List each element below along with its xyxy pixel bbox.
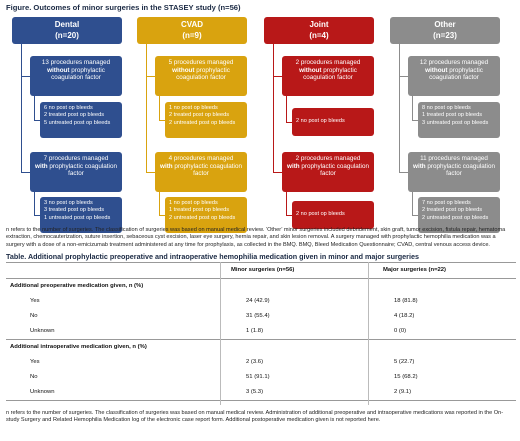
column-other: Other (n=23) 12 procedures managed without … — [390, 17, 502, 233]
bleed-details-with: 7 no post op bleeds 2 treated post op ble… — [418, 197, 500, 233]
column-dental: Dental (n=20) 13 procedures managed without… — [12, 17, 124, 233]
table-row: No 51 (91.1) 15 (68.2) — [30, 374, 418, 380]
column-joint: Joint (n=4) 2 procedures managed without pr… — [264, 17, 376, 229]
connector-line — [286, 122, 292, 124]
table-row: Unknown 1 (1.8) 0 (0) — [30, 328, 407, 334]
category-count: (n=4) — [309, 31, 329, 40]
bleed-details-without: 6 no post op bleeds 2 treated post op ble… — [40, 102, 122, 138]
category-name: Dental — [54, 20, 80, 29]
connector-line — [412, 215, 418, 217]
col-header-minor: Minor surgeries (n=56) — [231, 267, 295, 273]
connector-line — [412, 192, 414, 215]
table-divider — [368, 262, 369, 405]
category-name: CVAD — [180, 20, 204, 29]
bleed-details-without: 1 no post op bleeds 2 treated post op ble… — [165, 102, 247, 138]
category-header: Dental (n=20) — [12, 17, 122, 44]
category-count: (n=20) — [55, 31, 79, 40]
connector-line — [146, 172, 155, 174]
bleed-outcome: 2 treated post op bleeds — [422, 207, 483, 214]
connector-line — [34, 192, 36, 215]
bleed-details-with: 1 no post op bleeds 1 treated post op ble… — [165, 197, 247, 233]
connector-line — [273, 76, 282, 78]
connector-line — [34, 215, 40, 217]
connector-line — [159, 96, 161, 120]
procedures-without-box: 5 procedures managed without prophylactic… — [155, 56, 247, 96]
table-divider — [220, 262, 221, 405]
connector-line — [159, 192, 161, 215]
bleed-outcome: 2 untreated post op bleeds — [422, 214, 489, 221]
bleed-outcome: 3 treated post op bleeds — [44, 207, 105, 214]
figure-title: Figure. Outcomes of minor surgeries in t… — [6, 3, 241, 12]
procedures-with-box: 4 procedures managed with prophylactic co… — [155, 152, 247, 192]
connector-line — [21, 44, 23, 172]
category-count: (n=9) — [182, 31, 202, 40]
connector-line — [34, 120, 40, 122]
category-name: Joint — [309, 20, 329, 29]
bleed-details-with: 3 no post op bleeds 3 treated post op ble… — [40, 197, 122, 233]
bleed-outcome: 3 no post op bleeds — [44, 200, 93, 206]
connector-line — [146, 44, 148, 172]
bleed-outcome: 7 no post op bleeds — [422, 200, 471, 206]
bleed-outcome: 3 untreated post op bleeds — [422, 119, 489, 126]
category-header: Other (n=23) — [390, 17, 500, 44]
bleed-outcome: 2 treated post op bleeds — [169, 112, 230, 119]
table-title: Table. Additional prophylactic preoperat… — [6, 252, 419, 261]
procedures-with-box: 2 procedures managed with prophylactic co… — [282, 152, 374, 192]
procedures-with-box: 11 procedures managed with prophylactic c… — [408, 152, 500, 192]
procedures-without-box: 2 procedures managed without prophylactic… — [282, 56, 374, 96]
table-header-row: Minor surgeries (n=56) Major surgeries (… — [6, 263, 516, 279]
bleed-outcome: 8 no post op bleeds — [422, 105, 471, 111]
bleed-outcome: 1 no post op bleeds — [169, 105, 218, 111]
bleed-details-without: 2 no post op bleeds — [292, 108, 374, 136]
column-cvad: CVAD (n=9) 5 procedures managed without pro… — [137, 17, 249, 233]
procedures-without-box: 12 procedures managed without prophylacti… — [408, 56, 500, 96]
connector-line — [286, 192, 288, 215]
connector-line — [273, 44, 275, 172]
bleed-outcome: 1 treated post op bleeds — [169, 207, 230, 214]
table-row: Yes 2 (3.6) 5 (22.7) — [30, 359, 415, 365]
procedures-with-box: 7 procedures managed with prophylactic co… — [30, 152, 122, 192]
bleed-outcome: 2 no post op bleeds — [296, 118, 345, 125]
category-header: Joint (n=4) — [264, 17, 374, 44]
bleed-outcome: 2 untreated post op bleeds — [169, 119, 236, 126]
bleed-outcome: 1 treated post op bleeds — [422, 112, 483, 119]
category-count: (n=23) — [433, 31, 457, 40]
section-title-preop: Additional preoperative medication given… — [10, 283, 144, 289]
table-row: No 31 (55.4) 4 (18.2) — [30, 313, 415, 319]
connector-line — [273, 172, 282, 174]
bleed-outcome: 6 no post op bleeds — [44, 105, 93, 111]
category-header: CVAD (n=9) — [137, 17, 247, 44]
connector-line — [21, 172, 30, 174]
bleed-details-without: 8 no post op bleeds 1 treated post op ble… — [418, 102, 500, 138]
table-row: Unknown 3 (5.3) 2 (9.1) — [6, 385, 516, 401]
bleed-details-with: 2 no post op bleeds — [292, 201, 374, 229]
connector-line — [286, 96, 288, 122]
table-row: Yes 24 (42.9) 18 (81.8) — [30, 298, 418, 304]
col-header-major: Major surgeries (n=22) — [383, 267, 447, 273]
connector-line — [399, 172, 408, 174]
connector-line — [34, 96, 36, 120]
connector-line — [286, 215, 292, 217]
bleed-outcome: 2 untreated post op bleeds — [169, 214, 236, 221]
connector-line — [21, 76, 30, 78]
bleed-outcome: 2 treated post op bleeds — [44, 112, 105, 119]
bleed-outcome: 1 untreated post op bleeds — [44, 214, 111, 221]
bleed-outcome: 2 no post op bleeds — [296, 211, 345, 218]
procedures-without-box: 13 procedures managed without prophylacti… — [30, 56, 122, 96]
bleed-outcome: 1 no post op bleeds — [169, 200, 218, 206]
connector-line — [146, 76, 155, 78]
connector-line — [399, 44, 401, 172]
connector-line — [412, 120, 418, 122]
bleed-outcome: 5 untreated post op bleeds — [44, 119, 111, 126]
connector-line — [159, 120, 165, 122]
medication-table: Minor surgeries (n=56) Major surgeries (… — [6, 262, 516, 401]
connector-line — [412, 96, 414, 120]
connector-line — [159, 215, 165, 217]
figure-footnote: n refers to the number of surgeries. The… — [6, 227, 506, 248]
connector-line — [399, 76, 408, 78]
category-name: Other — [434, 20, 456, 29]
table-footnote: n refers to the number of surgeries. The… — [6, 410, 504, 424]
section-title-intraop: Additional intraoperative medication giv… — [6, 339, 516, 355]
